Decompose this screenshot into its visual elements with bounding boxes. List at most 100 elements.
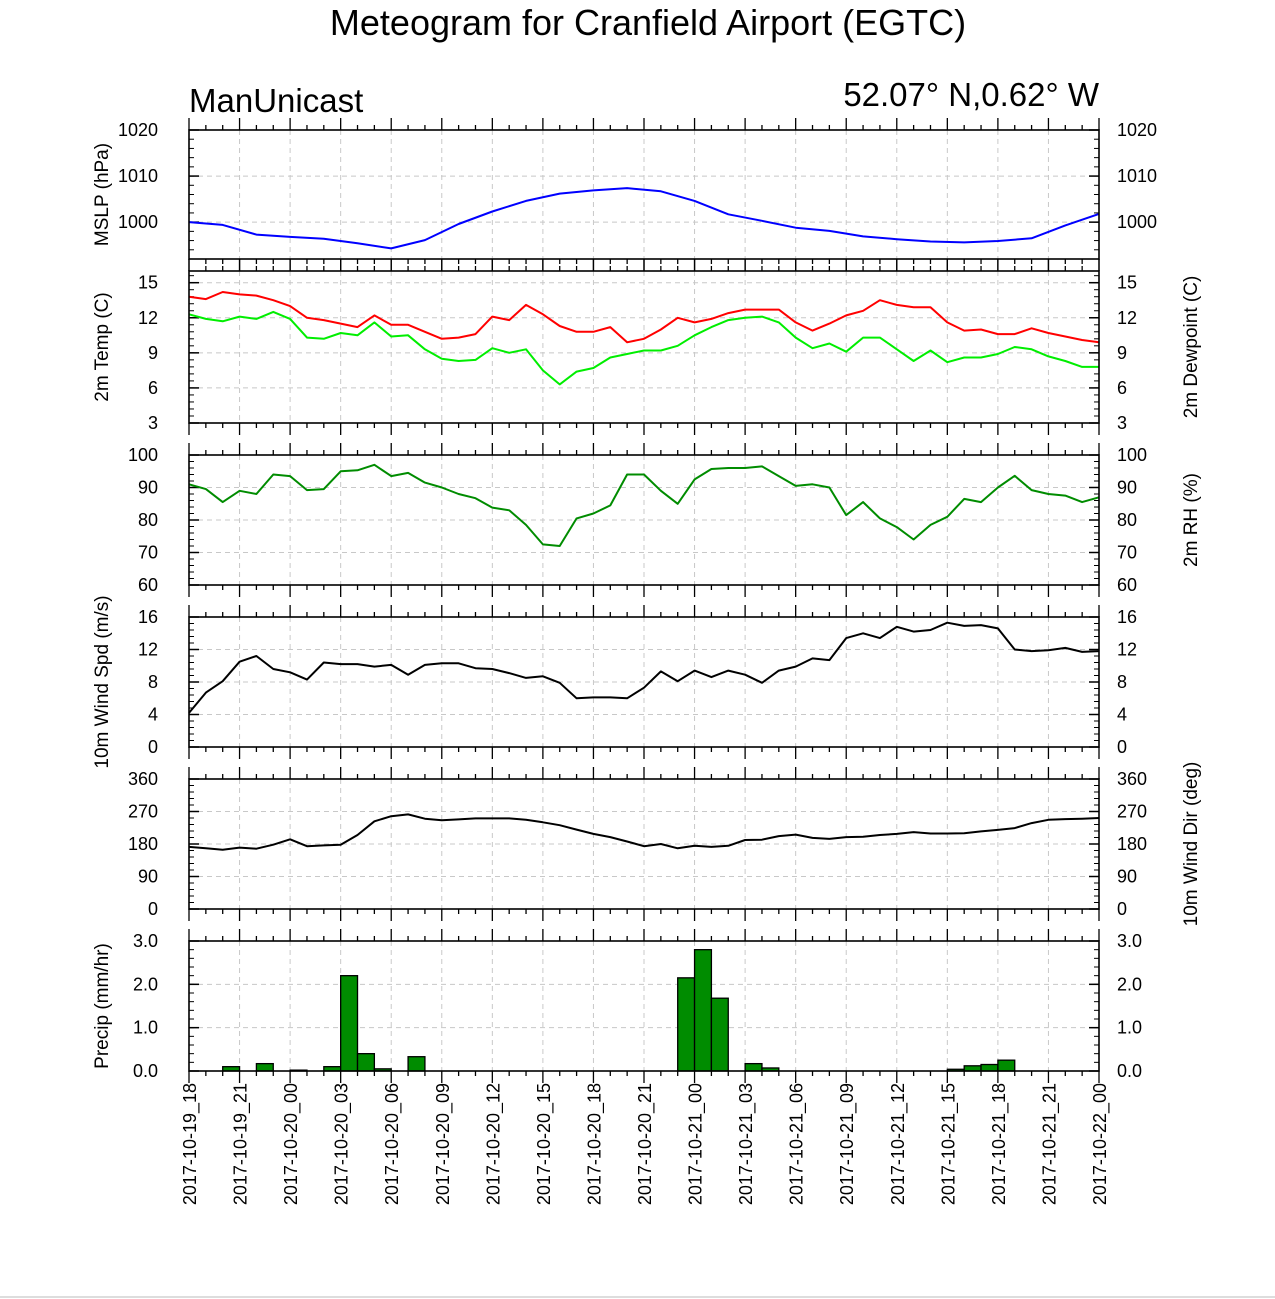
y-tick-label: 8 <box>148 672 158 692</box>
y-tick-label-right: 4 <box>1117 705 1127 725</box>
y-tick-label: 1000 <box>118 212 158 232</box>
x-tick-label: 2017-10-21_00 <box>686 1083 707 1205</box>
x-tick-label: 2017-10-21_09 <box>837 1083 858 1205</box>
y-tick-label-right: 8 <box>1117 672 1127 692</box>
precip-bar <box>980 1063 999 1072</box>
precip-bar <box>356 1053 376 1072</box>
y-tick-label-right: 180 <box>1117 834 1147 854</box>
precip-bar <box>407 1056 426 1072</box>
x-tick-label: 2017-10-22_00 <box>1090 1083 1111 1205</box>
panel-frame <box>188 778 1100 910</box>
precip-bar <box>997 1059 1016 1072</box>
y-tick-label: 16 <box>138 607 158 627</box>
y-tick-label: 3.0 <box>133 931 158 951</box>
x-tick-label: 2017-10-21_15 <box>938 1083 959 1205</box>
model-label: ManUnicast <box>189 82 363 119</box>
wspd-series-line-0 <box>188 621 1100 714</box>
panel-wdir: 0 0 90 90 180 180 270 270 360 360 10m Wind Dir (de… <box>128 762 1202 927</box>
y-tick-label-right: 3.0 <box>1117 931 1142 951</box>
y-tick-label-right: 60 <box>1117 575 1137 595</box>
y-tick-label: 70 <box>138 543 158 563</box>
y-tick-label: 12 <box>138 308 158 328</box>
x-tick-label: 2017-10-21_06 <box>787 1083 808 1205</box>
y-tick-label-right: 0.0 <box>1117 1061 1142 1081</box>
y-tick-label: 15 <box>138 273 158 293</box>
y-tick-label-right: 270 <box>1117 802 1147 822</box>
temp-series-line-0 <box>188 291 1100 344</box>
panel-frame <box>188 616 1100 748</box>
y-tick-label-right: 100 <box>1117 445 1147 465</box>
y-tick-label-right: 1010 <box>1117 166 1157 186</box>
location-label: 52.07° N,0.62° W <box>843 76 1100 113</box>
y-tick-label-right: 6 <box>1117 378 1127 398</box>
y-tick-label: 90 <box>138 867 158 887</box>
y-tick-label-right: 1.0 <box>1117 1018 1142 1038</box>
panel-temp: 3 3 6 6 9 9 12 12 15 15 2m Temp (C) 2m Dewpoint (C) <box>92 259 1202 435</box>
precip-bar <box>744 1062 763 1072</box>
x-tick-label: 2017-10-20_09 <box>433 1083 454 1205</box>
y-tick-label: 1.0 <box>133 1018 158 1038</box>
x-tick-label: 2017-10-19_18 <box>180 1083 201 1205</box>
y-tick-label: 6 <box>148 378 158 398</box>
x-tick-label: 2017-10-20_21 <box>635 1083 656 1205</box>
y-tick-label: 0 <box>148 899 158 919</box>
precip-bar <box>710 997 729 1072</box>
y-axis-label: 2m Temp (C) <box>92 292 113 401</box>
y-tick-label: 0 <box>148 737 158 757</box>
y-axis-label-right: 10m Wind Dir (deg) <box>1181 762 1202 927</box>
y-axis-label-right: 2m Dewpoint (C) <box>1181 276 1202 419</box>
y-tick-label-right: 3 <box>1117 413 1127 433</box>
precip-bar <box>677 977 696 1072</box>
panel-frame <box>188 940 1100 1072</box>
y-tick-label-right: 70 <box>1117 543 1137 563</box>
y-tick-label-right: 0 <box>1117 737 1127 757</box>
x-tick-label: 2017-10-20_18 <box>584 1083 605 1205</box>
rh-series-line-0 <box>188 463 1100 547</box>
y-tick-label: 270 <box>128 802 158 822</box>
panel-wspd: 0 0 4 4 8 8 12 12 16 16 10m Wind Spd (m/s) <box>92 595 1137 768</box>
x-tick-label: 2017-10-21_12 <box>888 1083 909 1205</box>
precip-bar <box>693 949 713 1072</box>
panel-frame <box>188 454 1100 586</box>
y-tick-label: 12 <box>138 640 158 660</box>
y-tick-label: 180 <box>128 834 158 854</box>
x-tick-label: 2017-10-21_03 <box>736 1083 757 1205</box>
y-tick-label: 1010 <box>118 166 158 186</box>
y-tick-label: 1020 <box>118 120 158 140</box>
y-tick-label: 60 <box>138 575 158 595</box>
y-tick-label: 90 <box>138 478 158 498</box>
chart-title: Meteogram for Cranfield Airport (EGTC) <box>330 2 966 43</box>
y-axis-label: MSLP (hPa) <box>92 143 113 246</box>
y-tick-label-right: 1000 <box>1117 212 1157 232</box>
y-axis-label: Precip (mm/hr) <box>92 943 113 1069</box>
x-tick-label: 2017-10-21_21 <box>1039 1083 1060 1205</box>
y-tick-label-right: 9 <box>1117 343 1127 363</box>
x-tick-label: 2017-10-20_15 <box>534 1083 555 1205</box>
y-tick-label: 4 <box>148 705 158 725</box>
precip-bar <box>340 975 359 1072</box>
y-tick-label: 2.0 <box>133 974 158 994</box>
y-tick-label-right: 90 <box>1117 478 1137 498</box>
x-tick-labels: 2017-10-19_18 2017-10-19_21 2017-10-20_00 2… <box>180 1083 1111 1205</box>
wdir-series-line-0 <box>188 813 1100 851</box>
y-tick-label: 9 <box>148 343 158 363</box>
y-tick-label-right: 80 <box>1117 510 1137 530</box>
y-tick-label: 3 <box>148 413 158 433</box>
panel-rh: 60 60 70 70 80 80 90 90 100 100 2m RH (%) <box>128 443 1202 597</box>
y-tick-label-right: 0 <box>1117 899 1127 919</box>
panel-frame <box>188 270 1100 424</box>
y-tick-label: 100 <box>128 445 158 465</box>
y-axis-label: 10m Wind Spd (m/s) <box>92 595 113 768</box>
y-tick-label-right: 2.0 <box>1117 974 1142 994</box>
x-tick-label: 2017-10-20_12 <box>483 1083 504 1205</box>
x-tick-label: 2017-10-20_00 <box>281 1083 302 1205</box>
y-axis-label-right: 2m RH (%) <box>1181 473 1202 567</box>
y-tick-label: 0.0 <box>133 1061 158 1081</box>
y-tick-label-right: 16 <box>1117 607 1137 627</box>
panel-precip: 0.0 0.0 1.0 1.0 2.0 2.0 3.0 3.0 Precip (mm/hr) <box>92 929 1142 1083</box>
y-tick-label: 360 <box>128 769 158 789</box>
temp-series-line-1 <box>188 310 1099 386</box>
